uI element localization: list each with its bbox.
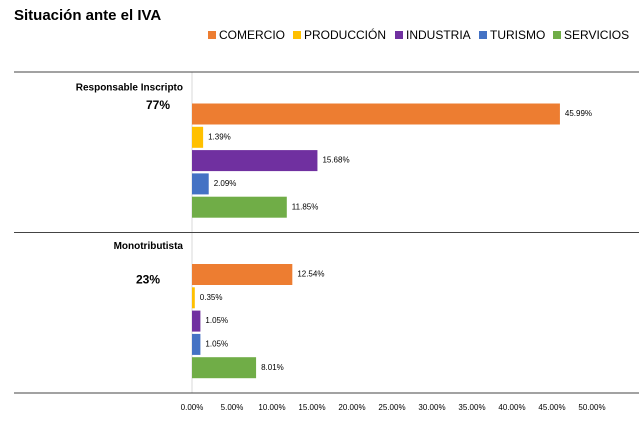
legend-swatch xyxy=(553,31,561,39)
category-label: Responsable Inscripto xyxy=(76,83,183,94)
value-label: 0.35% xyxy=(200,293,223,302)
bar xyxy=(192,310,201,332)
legend-swatch xyxy=(395,31,403,39)
bar xyxy=(192,333,201,355)
category-label: Monotributista xyxy=(114,241,184,252)
x-tick-label: 40.00% xyxy=(498,403,525,412)
x-tick-label: 5.00% xyxy=(221,403,244,412)
bar xyxy=(192,357,257,379)
x-tick-label: 10.00% xyxy=(258,403,285,412)
category-share: 23% xyxy=(136,273,160,287)
value-label: 1.39% xyxy=(208,132,231,141)
x-tick-label: 25.00% xyxy=(378,403,405,412)
bar xyxy=(192,150,318,172)
value-label: 15.68% xyxy=(322,156,349,165)
x-tick-label: 45.00% xyxy=(538,403,565,412)
value-label: 45.99% xyxy=(565,109,592,118)
bar xyxy=(192,264,293,285)
value-label: 2.09% xyxy=(214,179,237,188)
x-tick-label: 0.00% xyxy=(181,403,204,412)
legend-label: SERVICIOS xyxy=(564,28,629,42)
value-label: 11.85% xyxy=(292,202,319,211)
legend-label: COMERCIO xyxy=(219,28,285,42)
legend-swatch xyxy=(479,31,487,39)
legend-label: TURISMO xyxy=(490,28,545,42)
category-share: 77% xyxy=(146,98,170,112)
bar xyxy=(192,287,195,309)
legend-swatch xyxy=(208,31,216,39)
x-tick-label: 35.00% xyxy=(458,403,485,412)
x-tick-label: 30.00% xyxy=(418,403,445,412)
value-label: 12.54% xyxy=(297,270,324,279)
value-label: 1.05% xyxy=(205,316,228,325)
legend-label: PRODUCCIÓN xyxy=(304,27,386,42)
value-label: 1.05% xyxy=(205,340,228,349)
legend-label: INDUSTRIA xyxy=(406,28,471,42)
bar xyxy=(192,126,204,148)
bar xyxy=(192,173,209,195)
chart-title: Situación ante el IVA xyxy=(14,7,161,24)
value-label: 8.01% xyxy=(261,363,284,372)
x-tick-label: 20.00% xyxy=(338,403,365,412)
bar xyxy=(192,103,560,125)
legend-swatch xyxy=(293,31,301,39)
x-tick-label: 15.00% xyxy=(298,403,325,412)
bar xyxy=(192,196,287,218)
x-tick-label: 50.00% xyxy=(578,403,605,412)
